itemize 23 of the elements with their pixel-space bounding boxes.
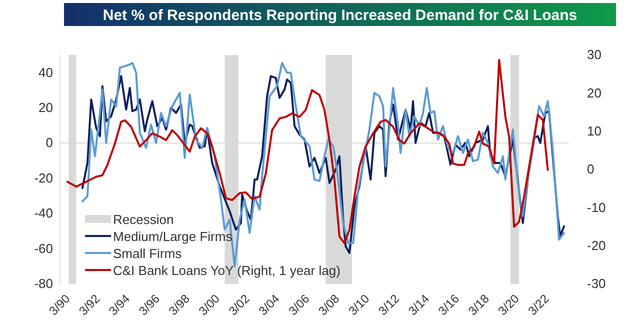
band-label: Recession [113,212,174,227]
y-tick-label: 20 [38,100,53,116]
y2-tick-label: -10 [587,200,606,215]
y-tick-label: -60 [34,240,53,256]
x-tick-label: 3/00 [196,291,223,318]
legend-label: Small Firms [113,246,182,261]
x-tick-label: 3/20 [495,291,522,318]
y2-tick-label: 20 [587,85,602,100]
chart-title: Net % of Respondents Reporting Increased Demand for C&I Loans [102,7,578,24]
y-tick-label: 40 [38,64,53,80]
y-tick-label: -40 [34,206,53,221]
y-tick-label: -80 [34,276,53,292]
y-tick-label: 0 [46,135,53,150]
y2-tick-label: 10 [587,123,602,138]
x-tick-label: 3/10 [346,291,372,318]
line-series [66,58,549,244]
y2-tick-label: 0 [587,162,594,177]
y2-tick-label: -30 [587,276,606,292]
y2-tick-label: -20 [587,238,606,253]
y-tick-label: -20 [34,170,53,186]
x-tick-label: 3/90 [46,291,73,318]
legend-label: C&I Bank Loans YoY (Right, 1 year lag) [113,263,340,278]
y2-tick-label: 30 [587,47,602,62]
